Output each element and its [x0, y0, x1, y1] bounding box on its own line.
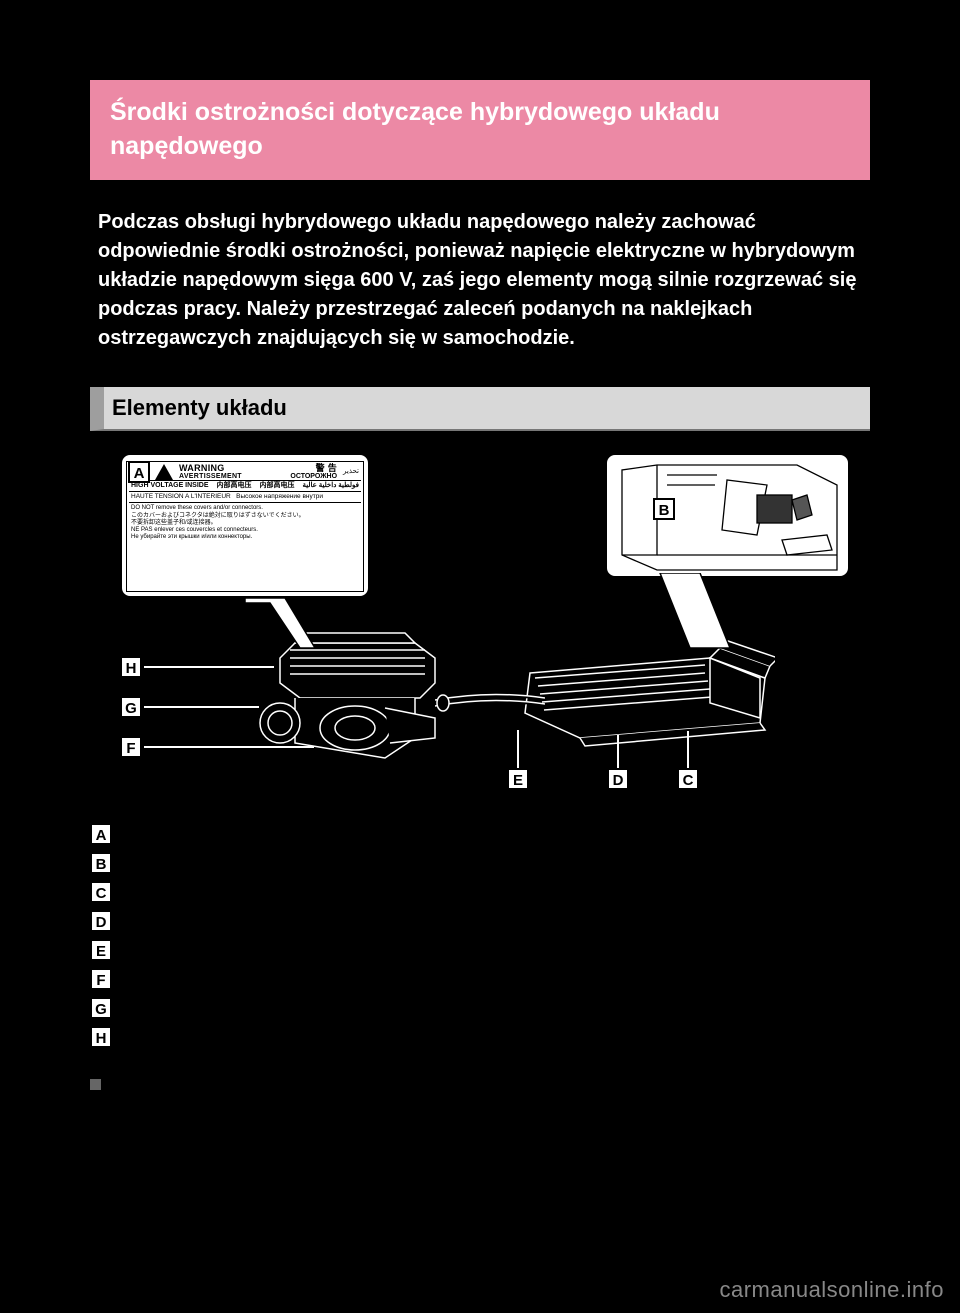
- watermark-text: carmanualsonline.info: [719, 1277, 944, 1303]
- warning-text-jp: 警 告: [290, 464, 337, 473]
- legend-row: C: [90, 881, 870, 903]
- manual-page: Środki ostrożności dotyczące hybrydowego…: [0, 0, 960, 1313]
- callout-F: F: [120, 736, 142, 758]
- hybrid-system-diagram: WARNING AVERTISSEMENT 警 告 ОСТОРОЖНО تحذي…: [90, 453, 850, 793]
- title-line-1: Środki ostrożności dotyczące hybrydowego…: [110, 98, 720, 126]
- legend-row: G: [90, 997, 870, 1019]
- bullet-square-icon: [90, 1079, 101, 1090]
- warning-sticker-callout: WARNING AVERTISSEMENT 警 告 ОСТОРОЖНО تحذي…: [120, 453, 370, 598]
- leader-G: [144, 706, 259, 708]
- service-plug-callout: [605, 453, 850, 578]
- footer-note: [90, 1074, 870, 1090]
- hv-inside-ru: Высокое напряжение внутри: [236, 493, 323, 500]
- callout-D: D: [607, 768, 629, 790]
- hv-inside-cn2: 内部高电压: [260, 482, 295, 489]
- callout-H: H: [120, 656, 142, 678]
- hazard-triangle-icon: [155, 464, 173, 480]
- donot-ru: Не убирайте эти крышки и/или коннекторы.: [131, 534, 359, 541]
- title-line-2: napędowego: [110, 132, 263, 160]
- battery-pack-svg: [510, 638, 775, 753]
- warning-text-ru: ОСТОРОЖНО: [290, 473, 337, 480]
- leader-E: [517, 730, 519, 770]
- legend-key-H: H: [90, 1026, 112, 1048]
- callout-A: A: [128, 461, 150, 483]
- legend-key-F: F: [90, 968, 112, 990]
- callout-G: G: [120, 696, 142, 718]
- legend-key-A: A: [90, 823, 112, 845]
- hv-inside-ar: فولطية داخلية عالية: [302, 482, 358, 489]
- section-title-banner: Środki ostrożności dotyczące hybrydowego…: [90, 80, 870, 180]
- warning-text-fr: AVERTISSEMENT: [179, 473, 242, 480]
- warning-text-en: WARNING: [179, 464, 242, 473]
- legend-key-E: E: [90, 939, 112, 961]
- legend-row: H: [90, 1026, 870, 1048]
- callout-C: C: [677, 768, 699, 790]
- donot-jp: このカバーおよびコネクタは絶対に取りはずさないでください。: [131, 513, 359, 520]
- hv-inside-fr: HAUTE TENSION A L'INTERIEUR: [131, 493, 231, 500]
- leader-D: [617, 735, 619, 770]
- warning-text-ar: تحذير: [343, 468, 359, 475]
- subsection-header: Elementy układu: [90, 387, 870, 431]
- legend-row: E: [90, 939, 870, 961]
- hv-cable-svg: [435, 688, 545, 718]
- leader-C: [687, 731, 689, 770]
- hv-inside-cn1: 内部高电压: [217, 482, 252, 489]
- legend-row: B: [90, 852, 870, 874]
- leader-B-svg: [645, 573, 735, 663]
- interior-detail-svg: [607, 455, 848, 576]
- legend-key-G: G: [90, 997, 112, 1019]
- legend-key-B: B: [90, 852, 112, 874]
- warning-sticker-content: WARNING AVERTISSEMENT 警 告 ОСТОРОЖНО تحذي…: [126, 461, 364, 592]
- legend-row: A: [90, 823, 870, 845]
- warning-paragraph: Podczas obsługi hybrydowego układu napęd…: [90, 208, 870, 353]
- leader-F: [144, 746, 314, 748]
- legend-row: F: [90, 968, 870, 990]
- leader-H: [144, 666, 274, 668]
- callout-E: E: [507, 768, 529, 790]
- donot-en: DO NOT remove these covers and/or connec…: [131, 505, 359, 512]
- legend-row: D: [90, 910, 870, 932]
- callout-B: B: [653, 498, 675, 520]
- legend-list: A B C D E F G H: [90, 823, 870, 1048]
- legend-key-D: D: [90, 910, 112, 932]
- legend-key-C: C: [90, 881, 112, 903]
- leader-A-svg: [245, 593, 345, 663]
- donot-cn: 不要拆卸这些盖子和/或连接器。: [131, 520, 359, 527]
